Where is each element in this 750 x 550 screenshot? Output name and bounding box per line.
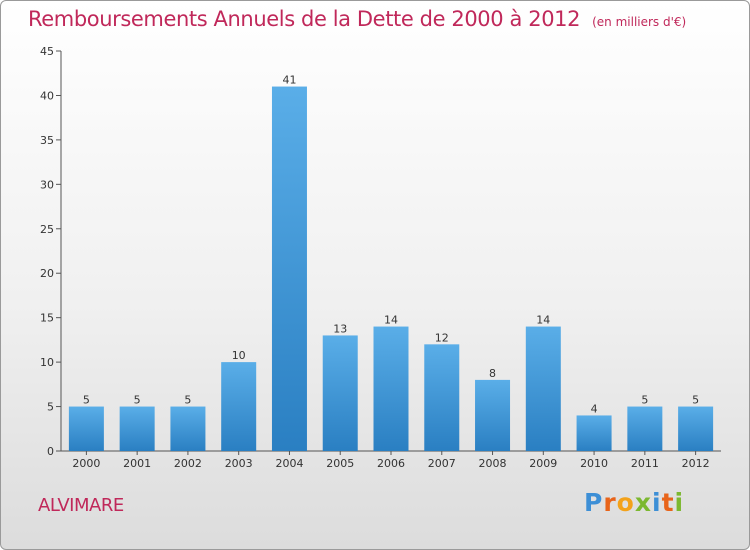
x-tick-label: 2008	[479, 457, 507, 470]
bar-2001	[119, 406, 155, 451]
y-tick-label: 25	[40, 223, 54, 236]
bar-2002	[170, 406, 206, 451]
x-tick-label: 2005	[326, 457, 354, 470]
data-label: 13	[333, 322, 347, 335]
x-tick-label: 2010	[580, 457, 608, 470]
data-label: 41	[282, 74, 296, 87]
x-tick-label: 2004	[275, 457, 303, 470]
data-label: 8	[489, 367, 496, 380]
data-label: 12	[435, 331, 449, 344]
y-tick-label: 35	[40, 134, 54, 147]
data-label: 4	[591, 402, 598, 415]
x-tick-label: 2002	[174, 457, 202, 470]
data-label: 5	[134, 394, 141, 407]
bar-2009	[525, 326, 561, 451]
x-tick-label: 2006	[377, 457, 405, 470]
bar-2000	[68, 406, 104, 451]
commune-name: ALVIMARE	[38, 495, 124, 516]
bar-2003	[221, 362, 257, 451]
data-label: 5	[692, 394, 699, 407]
y-tick-label: 10	[40, 356, 54, 369]
bar-2005	[322, 335, 358, 451]
y-tick-label: 30	[40, 178, 54, 191]
bars	[68, 86, 714, 452]
proxiti-logo: Proxiti	[584, 488, 685, 517]
y-tick-label: 20	[40, 267, 54, 280]
data-label: 5	[83, 394, 90, 407]
data-label: 5	[641, 394, 648, 407]
x-tick-label: 2009	[529, 457, 557, 470]
x-tick-label: 2012	[682, 457, 710, 470]
bar-2011	[627, 406, 663, 451]
bar-2006	[373, 326, 409, 451]
x-tick-label: 2007	[428, 457, 456, 470]
chart-unit: (en milliers d'€)	[592, 15, 687, 29]
y-tick-label: 15	[40, 312, 54, 325]
chart-title: Remboursements Annuels de la Dette de 20…	[28, 7, 686, 31]
y-tick-label: 0	[47, 445, 54, 458]
data-label: 5	[184, 394, 191, 407]
bar-2012	[678, 406, 714, 451]
data-label: 14	[536, 314, 550, 327]
data-label: 10	[232, 349, 246, 362]
bar-2004	[271, 86, 307, 452]
chart-title-text: Remboursements Annuels de la Dette de 20…	[28, 7, 581, 31]
x-tick-label: 2000	[72, 457, 100, 470]
y-tick-label: 45	[40, 45, 54, 58]
x-tick-label: 2011	[631, 457, 659, 470]
bar-2008	[475, 379, 511, 451]
data-label: 14	[384, 314, 398, 327]
x-tick-label: 2003	[225, 457, 253, 470]
data-labels: 5 5 5 10 41 13 14 12 8 14 4 5 5	[83, 74, 699, 416]
bar-2010	[576, 415, 612, 451]
x-tick-label: 2001	[123, 457, 151, 470]
bar-2007	[424, 344, 460, 451]
y-tick-label: 40	[40, 89, 54, 102]
y-tick-label: 5	[47, 401, 54, 414]
